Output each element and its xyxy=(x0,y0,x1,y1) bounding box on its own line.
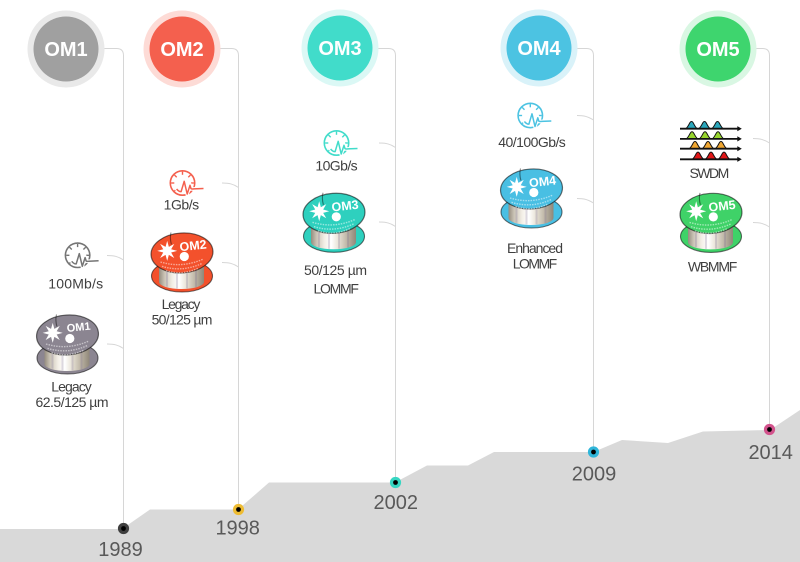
svg-text:Legacy: Legacy xyxy=(51,378,92,394)
svg-text:LOMMF: LOMMF xyxy=(313,280,359,296)
svg-text:2009: 2009 xyxy=(572,464,617,486)
svg-text:62.5/125 µm: 62.5/125 µm xyxy=(36,394,109,410)
svg-text:OM1: OM1 xyxy=(44,39,87,61)
svg-text:50/125 µm: 50/125 µm xyxy=(304,262,367,278)
svg-text:OM3: OM3 xyxy=(318,38,361,60)
svg-text:50/125 µm: 50/125 µm xyxy=(152,312,213,328)
svg-text:100Mb/s: 100Mb/s xyxy=(48,276,103,292)
svg-text:1Gb/s: 1Gb/s xyxy=(164,197,200,213)
svg-text:LOMMF: LOMMF xyxy=(513,256,557,272)
svg-text:OM3: OM3 xyxy=(331,198,359,215)
svg-text:OM5: OM5 xyxy=(708,198,736,215)
svg-text:Legacy: Legacy xyxy=(162,296,201,312)
svg-text:40/100Gb/s: 40/100Gb/s xyxy=(498,134,566,150)
svg-text:OM4: OM4 xyxy=(517,38,561,60)
svg-text:OM4: OM4 xyxy=(528,173,556,190)
svg-text:OM5: OM5 xyxy=(696,39,739,61)
svg-text:SWDM: SWDM xyxy=(689,165,729,181)
svg-text:OM2: OM2 xyxy=(179,237,207,254)
svg-text:1989: 1989 xyxy=(98,539,143,561)
svg-text:Enhanced: Enhanced xyxy=(507,240,563,256)
svg-text:OM1: OM1 xyxy=(66,321,91,335)
svg-text:2002: 2002 xyxy=(374,492,419,514)
svg-text:10Gb/s: 10Gb/s xyxy=(315,158,357,174)
svg-text:OM2: OM2 xyxy=(160,39,203,61)
svg-text:1998: 1998 xyxy=(215,518,260,540)
svg-text:2014: 2014 xyxy=(748,442,793,464)
svg-text:WBMMF: WBMMF xyxy=(688,259,738,275)
